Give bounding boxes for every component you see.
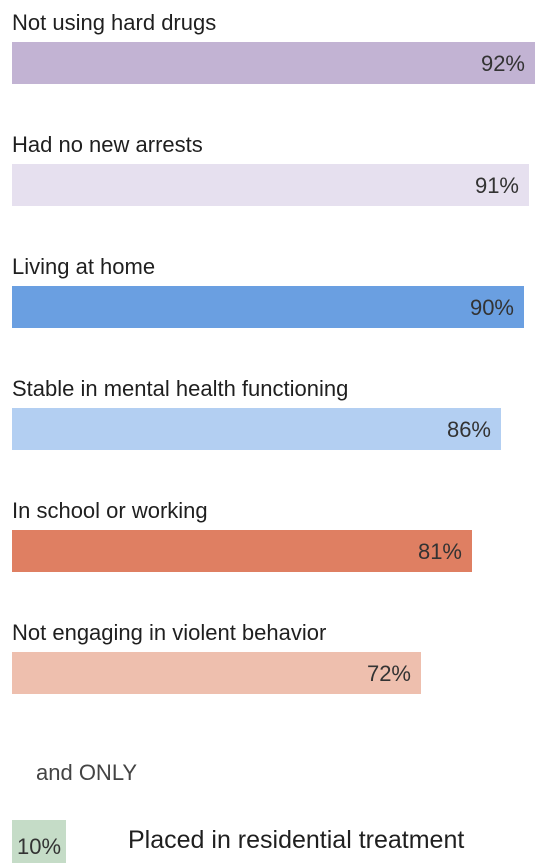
bar: 81% bbox=[12, 530, 472, 572]
bar-label: Had no new arrests bbox=[12, 132, 203, 158]
bar-label: Not using hard drugs bbox=[12, 10, 216, 36]
bar-label: Living at home bbox=[12, 254, 155, 280]
bar-label: Not engaging in violent behavior bbox=[12, 620, 326, 646]
bar-value-label: 92% bbox=[481, 42, 525, 84]
residential-treatment-label: Placed in residential treatment bbox=[128, 825, 464, 855]
bar: 72% bbox=[12, 652, 421, 694]
bar-value-label: 81% bbox=[418, 530, 462, 572]
bar-label: In school or working bbox=[12, 498, 208, 524]
bar: 86% bbox=[12, 408, 501, 450]
bar: 91% bbox=[12, 164, 529, 206]
residential-treatment-value: 10% bbox=[12, 834, 66, 860]
bar-label: Stable in mental health functioning bbox=[12, 376, 348, 402]
bar-value-label: 90% bbox=[470, 286, 514, 328]
connector-text: and ONLY bbox=[36, 760, 137, 786]
bar-value-label: 91% bbox=[475, 164, 519, 206]
bar: 92% bbox=[12, 42, 535, 84]
bar: 90% bbox=[12, 286, 524, 328]
residential-treatment-box: 10% bbox=[12, 820, 66, 863]
bar-value-label: 86% bbox=[447, 408, 491, 450]
bar-value-label: 72% bbox=[367, 652, 411, 694]
